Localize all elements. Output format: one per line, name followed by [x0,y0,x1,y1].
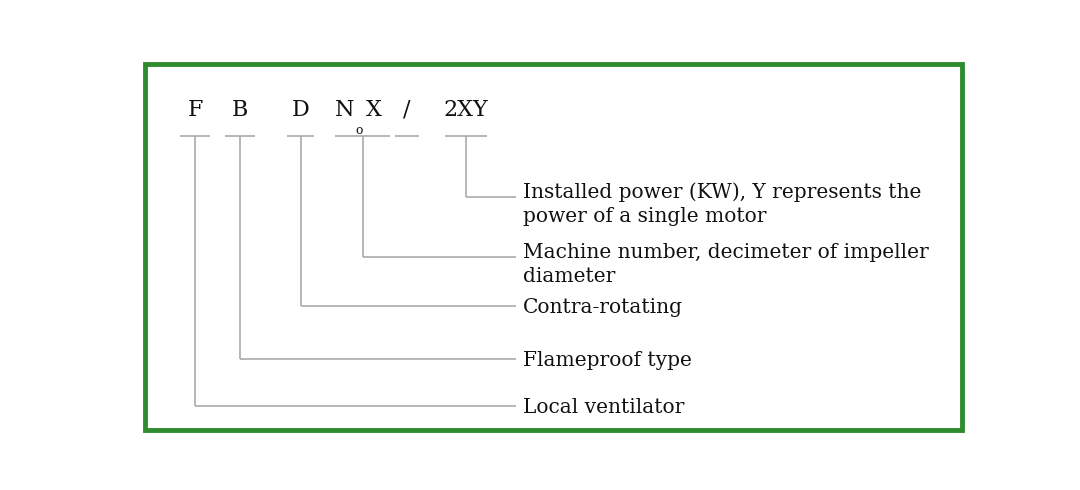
Text: Machine number, decimeter of impeller
diameter: Machine number, decimeter of impeller di… [523,243,929,286]
Text: Flameproof type: Flameproof type [523,351,691,370]
Text: Local ventilator: Local ventilator [523,398,684,417]
Text: Installed power (KW), Y represents the
power of a single motor: Installed power (KW), Y represents the p… [523,182,921,226]
Text: o: o [355,124,363,137]
Text: /: / [403,99,410,121]
Text: B: B [231,99,247,121]
Text: F: F [188,99,203,121]
Text: Contra-rotating: Contra-rotating [523,298,683,318]
Text: 2XY: 2XY [443,99,488,121]
Text: X: X [366,99,381,121]
Text: N: N [335,99,354,121]
Text: D: D [292,99,310,121]
